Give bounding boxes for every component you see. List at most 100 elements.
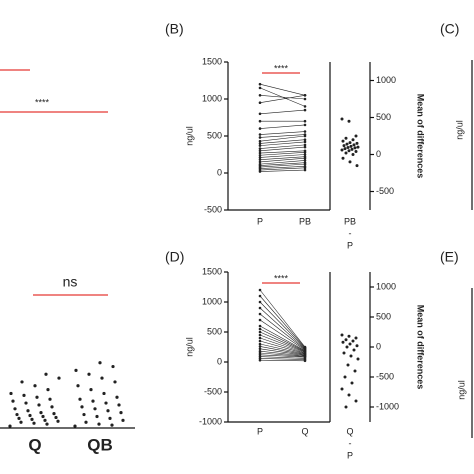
dot [350, 147, 354, 151]
dot [87, 372, 91, 376]
dot [100, 376, 104, 380]
dot [15, 412, 19, 417]
x-tick-label: PB [299, 216, 311, 226]
dot [24, 401, 28, 405]
dot [82, 412, 86, 417]
x-tick-label: P [257, 216, 263, 226]
y-tick-label: 1500 [202, 56, 222, 66]
x-tick-label: PB [344, 216, 356, 226]
dot [348, 141, 352, 145]
dot [354, 399, 358, 403]
dot [26, 409, 30, 413]
dot [54, 415, 58, 420]
pair-line [259, 307, 306, 350]
dot [303, 119, 307, 123]
dot [303, 130, 307, 133]
dot [345, 345, 349, 349]
dot [33, 384, 37, 388]
dot [258, 312, 262, 316]
dot [91, 399, 95, 403]
dot [344, 338, 348, 342]
pair-line [259, 144, 306, 149]
pair-line [259, 134, 306, 138]
y2-tick-label: 1000 [376, 281, 396, 291]
y2-axis-label: Mean of differences [416, 305, 426, 390]
dot [303, 94, 307, 97]
dot [84, 420, 88, 424]
dot [113, 380, 117, 384]
pair-line [259, 162, 306, 166]
y-axis-label: ng/ul [456, 380, 466, 400]
dot [258, 147, 262, 150]
dot [342, 351, 346, 355]
dot [355, 164, 359, 168]
pair-line [259, 350, 306, 357]
dot [102, 391, 106, 396]
dot [258, 336, 262, 340]
dot [80, 405, 84, 409]
significance: **** [274, 273, 289, 283]
pair-line [259, 313, 306, 350]
dot [303, 108, 307, 112]
dot [22, 393, 26, 397]
dot [30, 417, 34, 421]
dot [258, 288, 262, 292]
dot [303, 123, 307, 127]
dot [258, 156, 262, 159]
dot [48, 397, 52, 401]
y-tick-label: 500 [207, 130, 222, 140]
dot [43, 418, 47, 422]
y-axis-label: ng/ul [454, 120, 464, 140]
dot [346, 363, 350, 367]
pair-line [259, 157, 306, 163]
significance: **** [35, 97, 50, 107]
x-tick-label: QB [87, 435, 113, 454]
dot [119, 411, 123, 415]
dot [115, 395, 119, 399]
y-tick-label: 0 [217, 356, 222, 366]
dot [258, 127, 262, 130]
panel-label: (B) [165, 21, 184, 37]
panel-label: (C) [440, 21, 459, 37]
pair-line [259, 325, 306, 351]
dot [303, 143, 307, 147]
pair-line [259, 156, 306, 160]
dot [258, 306, 262, 310]
y-axis-label: ng/ul [184, 337, 194, 357]
dot [354, 336, 358, 340]
dot [258, 339, 262, 343]
y2-tick-label: -1000 [376, 401, 399, 411]
pair-line [259, 146, 306, 152]
pair-line [259, 135, 306, 142]
pair-line [259, 154, 306, 158]
x-tick-label: Q [301, 426, 308, 436]
y-tick-label: 1500 [202, 266, 222, 276]
dot [341, 340, 345, 344]
dot [258, 94, 262, 97]
x-tick-label: P [257, 426, 263, 436]
dot [41, 414, 45, 419]
dot [121, 418, 125, 422]
dot [340, 117, 344, 121]
dot [349, 144, 353, 148]
panel-label: (D) [165, 249, 184, 265]
dot [258, 345, 262, 348]
dot [356, 357, 360, 361]
pair-line [259, 169, 306, 172]
dot [258, 158, 262, 161]
y-tick-label: -1000 [199, 416, 222, 426]
dot [258, 353, 262, 357]
pair-line [259, 83, 306, 96]
dot [258, 149, 262, 153]
y2-tick-label: 500 [376, 112, 391, 122]
dot [258, 170, 262, 173]
y-tick-label: 500 [207, 326, 222, 336]
dot [349, 354, 353, 358]
dot [303, 97, 307, 101]
dot [303, 105, 307, 108]
dot [17, 416, 21, 420]
dot [28, 413, 32, 418]
pair-line [259, 139, 306, 144]
dot [351, 153, 355, 156]
dot [350, 381, 354, 385]
